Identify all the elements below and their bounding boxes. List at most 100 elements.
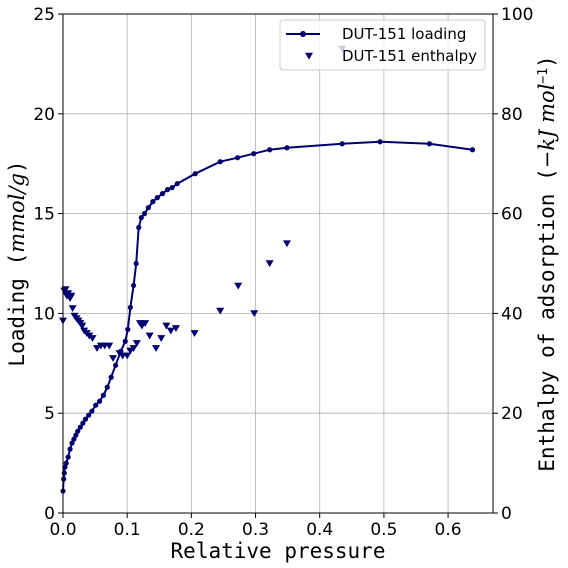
enthalpy-point: [265, 260, 274, 268]
y-left-title-suffix: ): [5, 160, 29, 173]
loading-point: [71, 436, 77, 442]
loading-point: [133, 260, 139, 267]
y-right-title-sup: −1: [536, 68, 551, 84]
loading-point: [67, 446, 73, 452]
enthalpy-point: [78, 322, 87, 330]
y-left-tick-label: 15: [33, 205, 55, 225]
loading-point: [89, 408, 95, 414]
x-tick-label: 0.5: [370, 520, 397, 540]
loading-point: [61, 470, 67, 476]
enthalpy-point: [67, 292, 76, 300]
loading-point: [108, 374, 114, 380]
y-left-tick-label: 20: [33, 105, 55, 125]
y-right-tick-label: 40: [501, 304, 523, 324]
legend-loading-marker: [300, 31, 306, 37]
loading-point: [469, 147, 476, 153]
enthalpy-point: [61, 286, 70, 294]
loading-point: [100, 392, 107, 398]
loading-point: [217, 159, 223, 165]
x-tick-label: 0.6: [435, 520, 462, 540]
enthalpy-point: [234, 282, 243, 290]
enthalpy-point: [105, 342, 114, 350]
legend-loading-label: DUT-151 loading: [342, 25, 466, 43]
enthalpy-point: [282, 240, 291, 248]
enthalpy-point: [152, 345, 161, 352]
loading-point: [86, 412, 92, 418]
loading-series-markers: [60, 139, 476, 494]
y-right-tick-label: 20: [501, 404, 523, 424]
loading-point: [65, 454, 71, 460]
x-tick-label: 0.3: [242, 520, 269, 540]
enthalpy-point: [129, 345, 138, 352]
y-right-tick-label: 80: [501, 105, 523, 125]
loading-point: [62, 464, 68, 470]
grid-lines: [62, 13, 493, 514]
y-left-axis-title: Loading (mmol/g): [5, 160, 29, 366]
enthalpy-series-markers: [59, 45, 347, 362]
legend-enthalpy-marker: [305, 52, 313, 60]
enthalpy-point: [93, 345, 102, 352]
loading-point: [75, 428, 81, 434]
x-tick-label: 0.0: [49, 520, 76, 540]
enthalpy-point: [216, 307, 225, 315]
enthalpy-point: [88, 335, 97, 342]
loading-point: [154, 195, 160, 201]
loading-point: [169, 185, 175, 191]
enthalpy-point: [68, 305, 77, 313]
loading-point: [159, 191, 166, 197]
y-right-tick-label: 60: [501, 205, 523, 225]
loading-point: [125, 326, 131, 332]
loading-point: [104, 384, 110, 390]
loading-point: [73, 432, 79, 438]
legend: DUT-151 loading DUT-151 enthalpy: [279, 19, 486, 71]
enthalpy-point: [250, 310, 259, 317]
y-right-title-suffix: ): [535, 55, 559, 68]
y-right-title-prefix: Enthalpy of adsorption (: [535, 168, 559, 471]
loading-point: [61, 476, 67, 482]
loading-point: [267, 147, 273, 153]
loading-point: [77, 424, 83, 430]
loading-point: [63, 460, 69, 466]
loading-point: [136, 224, 142, 231]
loading-point: [150, 199, 156, 205]
y-left-tick-label: 25: [33, 5, 55, 25]
loading-point: [122, 338, 128, 344]
loading-point: [127, 304, 133, 311]
loading-point: [96, 398, 103, 404]
legend-enthalpy-label: DUT-151 enthalpy: [342, 47, 477, 65]
loading-point: [113, 362, 119, 368]
loading-point: [339, 141, 345, 147]
loading-point: [69, 440, 75, 446]
enthalpy-point: [141, 320, 150, 327]
enthalpy-point: [171, 325, 180, 332]
x-axis-ticks: 0.0 0.1 0.2 0.3 0.4 0.5 0.6: [49, 513, 462, 540]
loading-point: [130, 282, 137, 289]
loading-point: [165, 187, 171, 193]
y-left-title-unit: mmol/g: [5, 173, 29, 253]
loading-point: [426, 141, 433, 147]
loading-point: [141, 211, 148, 217]
y-right-tick-label: 0: [501, 504, 512, 524]
enthalpy-point: [190, 330, 199, 337]
loading-point: [82, 416, 89, 422]
enthalpy-point: [132, 340, 141, 347]
enthalpy-point: [166, 327, 175, 335]
y-right-tick-label: 100: [501, 5, 533, 25]
plot-frame: [62, 13, 494, 514]
y-left-title-prefix: Loading (: [5, 253, 29, 367]
y-right-title-unit: −kJ mol: [535, 84, 559, 169]
loading-point: [234, 155, 241, 161]
x-tick-label: 0.4: [306, 520, 333, 540]
enthalpy-point: [109, 355, 118, 362]
loading-point: [284, 145, 290, 151]
loading-point: [138, 214, 144, 221]
loading-point: [377, 139, 383, 145]
series-layer: [59, 45, 476, 494]
y-left-axis-ticks: 0 5 10 15 20 25: [33, 5, 63, 524]
x-tick-label: 0.1: [114, 520, 141, 540]
y-left-tick-label: 5: [44, 404, 55, 424]
loading-point: [251, 151, 257, 157]
x-tick-label: 0.2: [178, 520, 205, 540]
legend-box: [279, 19, 486, 71]
